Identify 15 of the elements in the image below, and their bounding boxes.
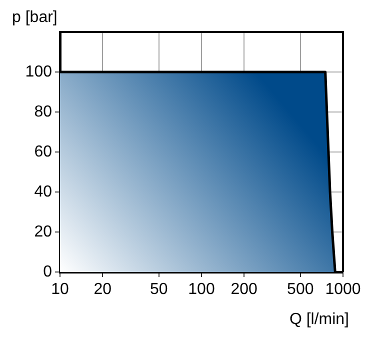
x-tick-label: 200: [230, 281, 258, 298]
x-tick-label: 1000: [325, 281, 361, 298]
y-tick-label: 60: [34, 143, 52, 160]
y-tick-label: 80: [34, 103, 52, 120]
y-tick-label: 20: [34, 223, 52, 240]
x-tick-label: 10: [51, 281, 69, 298]
x-axis-title: Q [l/min]: [289, 311, 349, 328]
x-tick-label: 20: [94, 281, 112, 298]
y-tick-label: 100: [25, 63, 52, 80]
y-tick-label: 40: [34, 183, 52, 200]
x-tick-label: 500: [287, 281, 314, 298]
y-axis-title: p [bar]: [12, 9, 58, 26]
x-tick-label: 100: [188, 281, 215, 298]
x-tick-label: 50: [150, 281, 168, 298]
y-tick-label: 0: [43, 263, 52, 280]
